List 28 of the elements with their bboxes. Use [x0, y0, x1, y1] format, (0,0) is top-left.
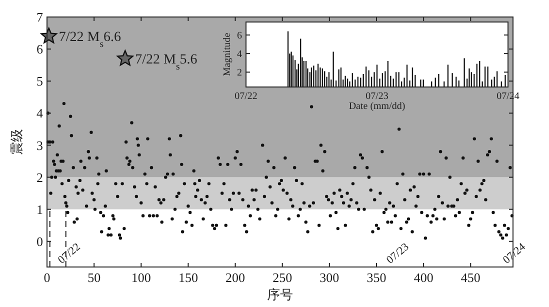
y-axis-title: 震级: [9, 129, 24, 155]
x-tick-label: 100: [131, 270, 151, 285]
x-tick-label: 350: [366, 270, 386, 285]
x-tick-label: 250: [272, 270, 292, 285]
x-axis-title: 序号: [267, 287, 293, 302]
x-tick-label: 07/22: [234, 91, 258, 102]
x-tick-label: 300: [320, 270, 340, 285]
y-tick-label: 4: [237, 49, 242, 60]
y-tick-label: 5: [36, 74, 43, 89]
y-tick-label: 6: [237, 30, 242, 42]
x-tick-label: 07/23: [366, 91, 388, 102]
y-tick-label: 1: [36, 202, 43, 217]
x-tick-label: 150: [178, 270, 198, 285]
x-tick-label: 50: [88, 270, 101, 285]
y-tick-label: 0: [36, 234, 43, 249]
x-tick-label: 450: [460, 270, 480, 285]
annotation: 7/22 M$_{s}$6.6: [58, 30, 122, 50]
x-axis-title: Date (mm/dd): [348, 101, 406, 112]
y-tick-label: 2: [36, 170, 43, 185]
x-tick-label: 400: [414, 270, 434, 285]
y-axis-title: Magnitude: [222, 32, 233, 76]
annotation: 7/22 M$_{s}$5.6: [135, 52, 198, 72]
y-tick-label: 6: [36, 42, 44, 57]
y-tick-label: 3: [36, 138, 43, 153]
x-tick-label: 200: [226, 270, 246, 285]
y-tick-label: 7: [36, 10, 44, 25]
y-tick-label: 4: [36, 106, 44, 121]
y-tick-label: 2: [237, 68, 242, 79]
